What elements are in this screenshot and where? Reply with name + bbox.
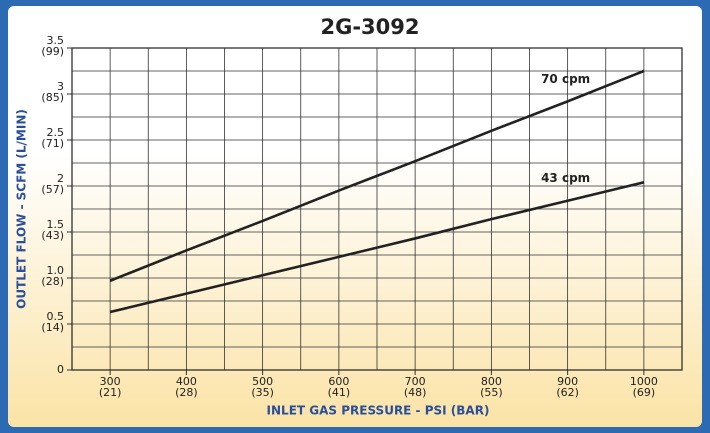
panel <box>8 6 702 427</box>
x-tick-label: 900 <box>557 375 578 388</box>
x-tick-metric: (28) <box>175 386 198 399</box>
y-tick-metric: (99) <box>41 45 64 58</box>
y-tick-metric: (14) <box>41 321 64 334</box>
x-tick-label: 800 <box>481 375 502 388</box>
x-tick-metric: (35) <box>251 386 274 399</box>
y-tick-label: 2.5 <box>47 126 65 139</box>
x-tick-label: 300 <box>100 375 121 388</box>
y-tick-label: 3.5 <box>47 34 65 47</box>
y-tick-label: 3 <box>57 80 64 93</box>
x-tick-metric: (69) <box>633 386 656 399</box>
y-tick-label: 0 <box>57 363 64 376</box>
series-label: 43 cpm <box>541 171 590 185</box>
y-tick-metric: (57) <box>41 183 64 196</box>
y-tick-label: 0.5 <box>47 310 65 323</box>
x-tick-metric: (41) <box>328 386 351 399</box>
x-tick-label: 400 <box>176 375 197 388</box>
y-tick-metric: (71) <box>41 137 64 150</box>
x-tick-metric: (48) <box>404 386 427 399</box>
series-line <box>109 69 645 282</box>
y-axis-label: OUTLET FLOW - SCFM (L/MIN) <box>15 109 29 309</box>
x-tick-label: 600 <box>328 375 349 388</box>
x-tick-label: 1000 <box>630 375 658 388</box>
plot-border <box>71 47 683 371</box>
x-axis-label: INLET GAS PRESSURE - PSI (BAR) <box>267 404 490 418</box>
y-tick-label: 2 <box>57 172 64 185</box>
x-tick-label: 700 <box>405 375 426 388</box>
chart-title: 2G-3092 <box>320 15 419 39</box>
x-tick-metric: (21) <box>99 386 122 399</box>
x-tick-metric: (55) <box>480 386 503 399</box>
y-tick-label: 1.5 <box>47 218 65 231</box>
series-line <box>109 181 645 314</box>
y-tick-metric: (28) <box>41 275 64 288</box>
x-tick-metric: (62) <box>556 386 579 399</box>
y-tick-label: 1.0 <box>47 264 65 277</box>
y-tick-metric: (43) <box>41 229 64 242</box>
y-tick-metric: (85) <box>41 91 64 104</box>
series-label: 70 cpm <box>541 72 590 86</box>
x-tick-label: 500 <box>252 375 273 388</box>
